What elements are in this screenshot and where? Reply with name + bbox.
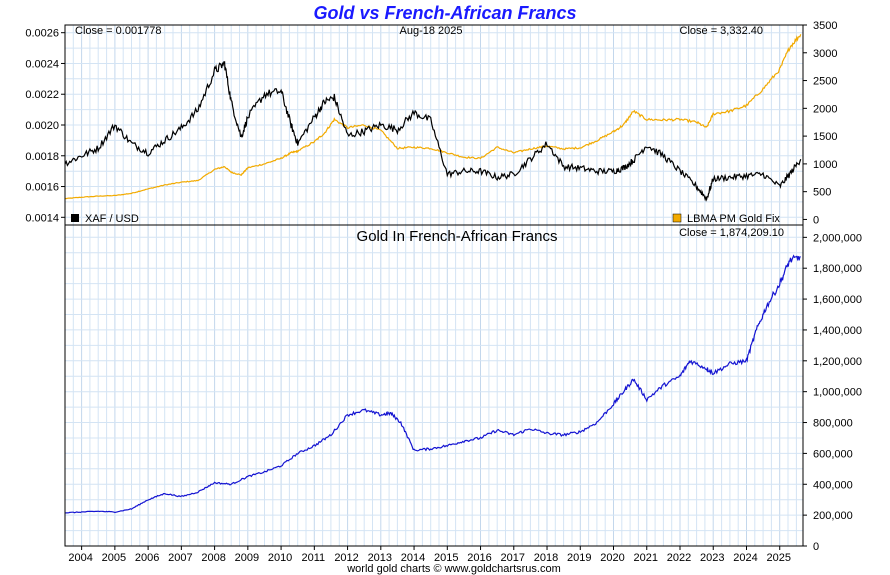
right-tick-label: 200,000	[813, 510, 853, 522]
right-tick-label: 400,000	[813, 479, 853, 491]
right-tick-label: 1500	[813, 131, 837, 143]
right-tick-label: 1,000,000	[813, 387, 862, 399]
right-tick-label: 500	[813, 187, 831, 199]
top-right-axis: 0 500 1000 1500 2000 2500 3000 3500	[803, 20, 837, 226]
x-tick-label: 2013	[368, 552, 392, 564]
chart-title: Gold vs French-African Francs	[313, 3, 576, 23]
right-tick-label: 2500	[813, 76, 837, 88]
left-tick-label: 0.0014	[25, 212, 59, 224]
x-tick-label: 2010	[268, 552, 292, 564]
x-tick-label: 2009	[235, 552, 259, 564]
legend-swatch-gold	[672, 213, 682, 223]
left-tick-label: 0.0026	[25, 28, 59, 40]
left-close-label: Close = 0.001778	[75, 25, 162, 37]
x-tick-label: 2020	[600, 552, 624, 564]
top-panel-grid	[65, 25, 803, 225]
left-tick-label: 0.0016	[25, 182, 59, 194]
x-tick-label: 2004	[68, 552, 92, 564]
x-tick-label: 2021	[634, 552, 658, 564]
bottom-panel-frame	[64, 224, 804, 547]
x-tick-label: 2022	[667, 552, 691, 564]
x-tick-label: 2017	[501, 552, 525, 564]
right-tick-label: 1,600,000	[813, 294, 862, 306]
right-tick-label: 1,800,000	[813, 263, 862, 275]
x-tick-label: 2012	[334, 552, 358, 564]
x-tick-label: 2025	[766, 552, 790, 564]
left-tick-label: 0.0020	[25, 120, 59, 132]
right-tick-label: 1,200,000	[813, 356, 862, 368]
right-tick-label: 3500	[813, 20, 837, 32]
x-tick-label: 2016	[467, 552, 491, 564]
xaf-usd-line	[64, 61, 802, 202]
legend-label-xaf: XAF / USD	[85, 213, 139, 225]
right-tick-label: 3000	[813, 48, 837, 60]
credit-text: world gold charts © www.goldchartsrus.co…	[346, 563, 561, 575]
bottom-close-label: Close = 1,874,209.10	[679, 227, 784, 239]
right-tick-label: 2,000,000	[813, 232, 862, 244]
right-tick-label: 800,000	[813, 418, 853, 430]
right-tick-label: 0	[813, 214, 819, 226]
right-close-label: Close = 3,332.40	[680, 25, 763, 37]
top-left-axis: 0.0014 0.0016 0.0018 0.0020 0.0022 0.0024 0.00…	[25, 28, 65, 224]
x-tick-label: 2011	[301, 552, 325, 564]
right-tick-label: 600,000	[813, 448, 853, 460]
x-tick-label: 2006	[135, 552, 159, 564]
left-tick-label: 0.0022	[25, 89, 59, 101]
x-tick-label: 2005	[102, 552, 126, 564]
right-tick-label: 1000	[813, 159, 837, 171]
right-tick-label: 2000	[813, 103, 837, 115]
x-axis: 2004 2005 2006 2007 2008 2009 2010 2011 2012 2013…	[68, 546, 791, 564]
legend-swatch-xaf	[71, 214, 79, 222]
gold-fix-line	[64, 34, 802, 200]
x-tick-label: 2019	[567, 552, 591, 564]
top-panel-series	[64, 34, 802, 202]
x-tick-label: 2007	[168, 552, 192, 564]
bottom-panel-title: Gold In French-African Francs	[357, 228, 558, 245]
x-tick-label: 2008	[201, 552, 225, 564]
right-tick-label: 1,400,000	[813, 325, 862, 337]
x-tick-label: 2023	[700, 552, 724, 564]
bottom-panel-series	[64, 254, 801, 514]
gold-in-xaf-line	[64, 254, 801, 514]
x-tick-label: 2014	[401, 552, 425, 564]
x-tick-label: 2015	[434, 552, 458, 564]
bottom-panel-grid	[65, 225, 803, 547]
date-label: Aug-18 2025	[400, 25, 463, 37]
right-tick-label: 0	[813, 541, 819, 553]
x-tick-label: 2024	[733, 552, 757, 564]
left-tick-label: 0.0024	[25, 58, 59, 70]
x-tick-label: 2018	[534, 552, 558, 564]
left-tick-label: 0.0018	[25, 151, 59, 163]
bottom-right-axis: 0 200,000 400,000 600,000 800,000 1,000,000 1,…	[803, 232, 862, 553]
legend-label-gold: LBMA PM Gold Fix	[687, 213, 780, 225]
